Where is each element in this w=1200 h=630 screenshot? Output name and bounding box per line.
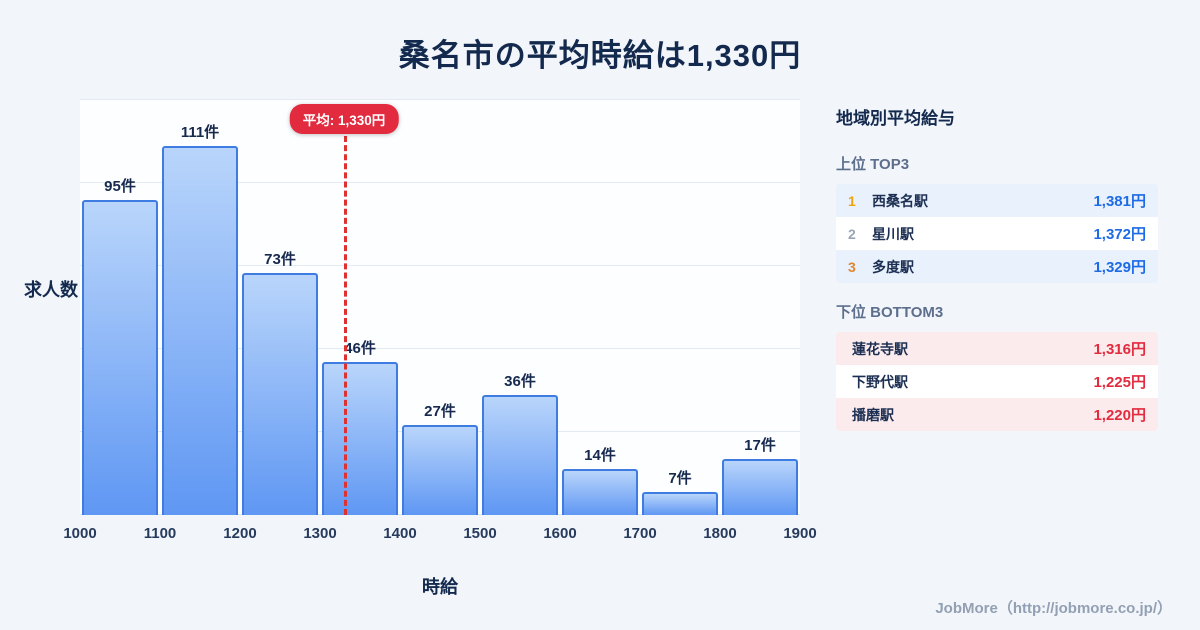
- x-tick-1700: 1700: [623, 525, 657, 542]
- bar-value-label: 7件: [668, 469, 692, 487]
- average-line: [344, 136, 347, 515]
- bar-rect: [322, 362, 398, 515]
- rank-number: 2: [848, 225, 856, 242]
- rank-number: 3: [848, 258, 856, 275]
- station-name: 星川駅: [872, 225, 914, 242]
- top3-heading: 上位 TOP3: [836, 156, 910, 173]
- x-tick-1600: 1600: [543, 525, 577, 542]
- bar-rect: [482, 395, 558, 515]
- station-name: 播磨駅: [852, 406, 894, 423]
- station-wage: 1,316円: [1093, 341, 1146, 358]
- bar-value-label: 111件: [180, 124, 220, 142]
- station-row-星川駅: 2 星川駅 1,372円: [836, 217, 1158, 250]
- x-tick-1300: 1300: [303, 525, 337, 542]
- bar-1400-1500: 27件: [400, 100, 480, 515]
- wage-histogram-chart: 95件 111件 73件 46件 27件 36件 14件 7件 17件 平均: 1,330円 1…: [24, 99, 817, 597]
- x-tick-1800: 1800: [703, 525, 737, 542]
- bar-1600-1700: 14件: [560, 100, 640, 515]
- bar-1500-1600: 36件: [480, 100, 560, 515]
- x-axis-ticks: 1000 1100 1200 1300 1400 1500 1600 1700 1800 1900: [63, 525, 816, 545]
- station-wage: 1,381円: [1093, 193, 1146, 210]
- bar-value-label: 46件: [344, 340, 376, 358]
- station-wage: 1,225円: [1093, 374, 1146, 391]
- footer-credit: JobMore（http://jobmore.co.jp/）: [935, 600, 1172, 617]
- bar-1000-1100: 95件: [80, 100, 160, 515]
- region-salary-sidebar: 地域別平均給与 上位 TOP3 1 西桑名駅 1,381円 2 星川駅 1,372円 3 多度…: [836, 104, 1158, 431]
- x-tick-1900: 1900: [783, 525, 817, 542]
- bar-group: 95件 111件 73件 46件 27件 36件 14件 7件 17件: [80, 100, 800, 515]
- bar-rect: [242, 272, 318, 515]
- bar-value-label: 73件: [264, 250, 296, 268]
- station-row-多度駅: 3 多度駅 1,329円: [836, 250, 1158, 283]
- station-row-蓮花寺駅: 蓮花寺駅 1,316円: [836, 332, 1158, 365]
- station-name: 下野代駅: [852, 373, 908, 390]
- bar-value-label: 14件: [584, 446, 616, 464]
- station-wage: 1,372円: [1093, 226, 1146, 243]
- x-tick-1000: 1000: [63, 525, 97, 542]
- bar-1700-1800: 7件: [640, 100, 720, 515]
- station-wage: 1,329円: [1093, 259, 1146, 276]
- bar-value-label: 95件: [104, 177, 136, 195]
- station-name: 多度駅: [872, 258, 914, 275]
- rank-number: 1: [848, 192, 856, 209]
- gridline: [80, 265, 800, 266]
- average-badge: 平均: 1,330円: [289, 104, 399, 134]
- station-row-西桑名駅: 1 西桑名駅 1,381円: [836, 184, 1158, 217]
- y-axis-label: 求人数: [24, 280, 78, 300]
- bar-rect: [82, 199, 158, 515]
- x-tick-1400: 1400: [383, 525, 417, 542]
- bar-rect: [402, 425, 478, 515]
- bar-1300-1400: 46件: [320, 100, 400, 515]
- page-title: 桑名市の平均時給は1,330円: [398, 38, 802, 73]
- bar-1200-1300: 73件: [240, 100, 320, 515]
- bar-rect: [562, 468, 638, 515]
- top3-table: 1 西桑名駅 1,381円 2 星川駅 1,372円 3 多度駅 1,329円: [836, 184, 1158, 283]
- bar-value-label: 27件: [424, 403, 456, 421]
- bar-rect: [642, 491, 718, 515]
- bottom3-heading: 下位 BOTTOM3: [836, 304, 944, 321]
- x-tick-1100: 1100: [143, 525, 177, 542]
- bar-1100-1200: 111件: [160, 100, 240, 515]
- gridline: [80, 99, 800, 100]
- x-axis-label: 時給: [422, 577, 458, 597]
- gridline: [80, 182, 800, 183]
- sidebar-title: 地域別平均給与: [836, 109, 955, 128]
- x-tick-1500: 1500: [463, 525, 497, 542]
- station-name: 西桑名駅: [872, 192, 928, 209]
- station-row-下野代駅: 下野代駅 1,225円: [836, 365, 1158, 398]
- station-wage: 1,220円: [1093, 407, 1146, 424]
- bar-value-label: 17件: [744, 436, 776, 454]
- bar-1800-1900: 17件: [720, 100, 800, 515]
- bar-rect: [162, 146, 238, 515]
- bottom3-table: 蓮花寺駅 1,316円下野代駅 1,225円播磨駅 1,220円: [836, 332, 1158, 431]
- station-row-播磨駅: 播磨駅 1,220円: [836, 398, 1158, 431]
- bar-rect: [722, 458, 798, 515]
- station-name: 蓮花寺駅: [852, 340, 908, 357]
- bar-value-label: 36件: [504, 373, 536, 391]
- gridline: [80, 348, 800, 349]
- x-tick-1200: 1200: [223, 525, 257, 542]
